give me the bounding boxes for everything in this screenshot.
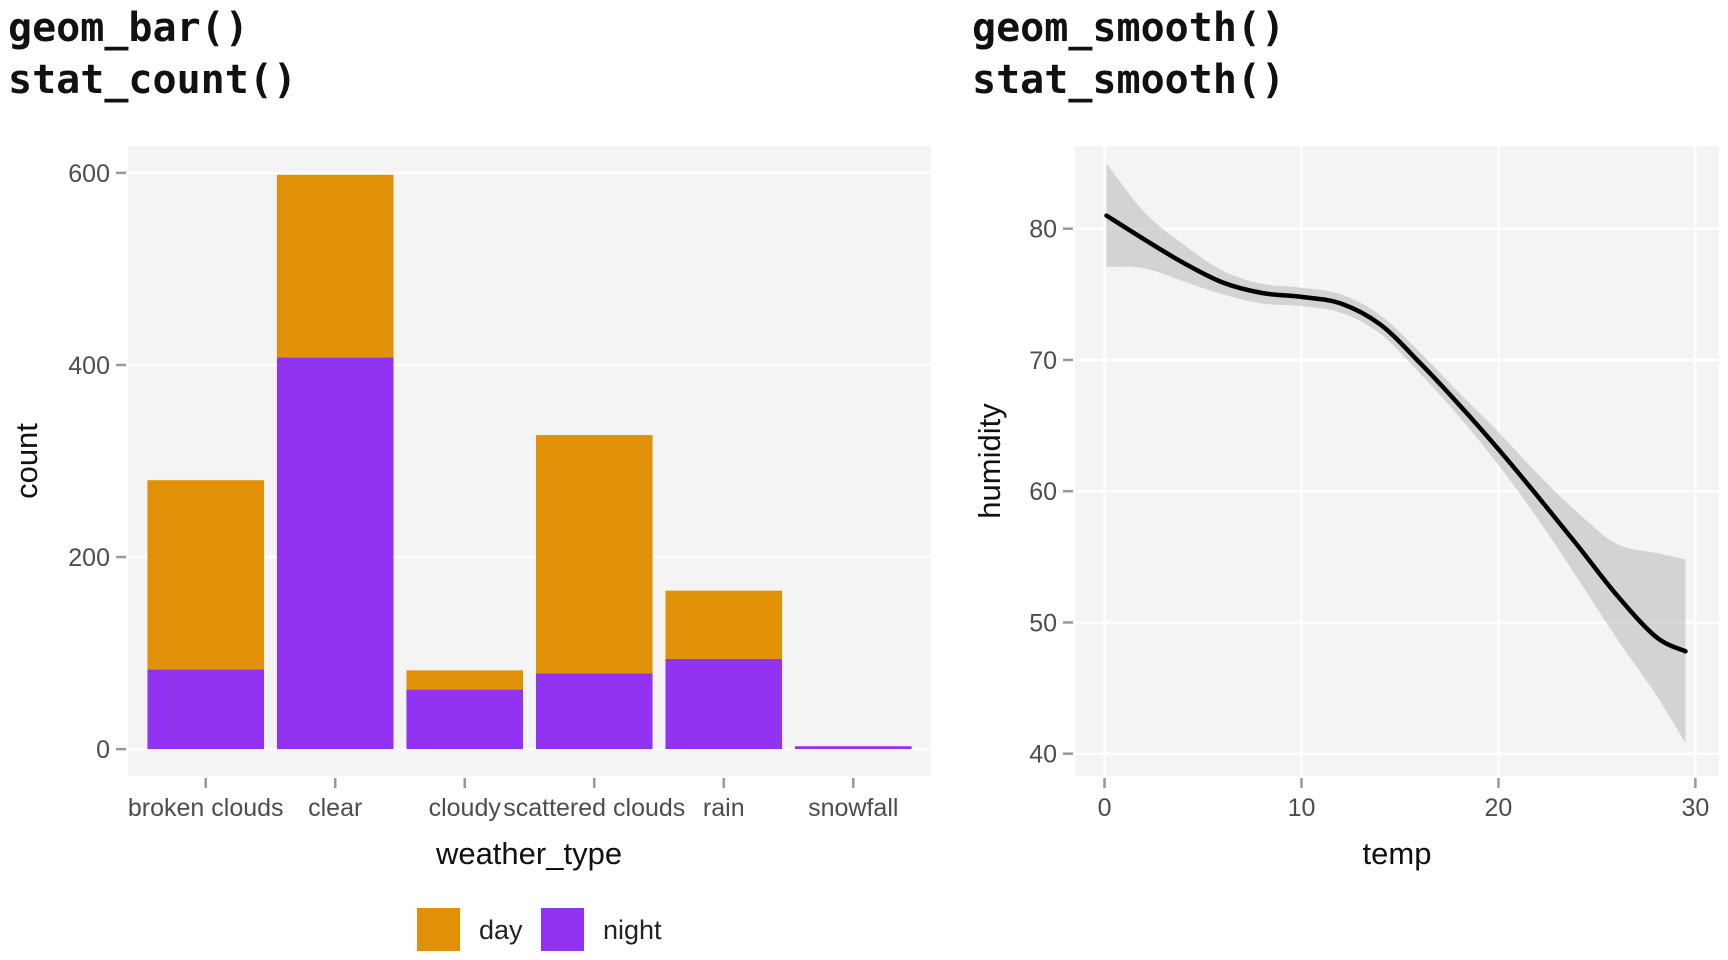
smooth-y-tick-label: 60 <box>1029 478 1057 506</box>
legend-key-night <box>541 908 584 951</box>
bar-chart-bars <box>147 174 912 750</box>
bar-segment-night <box>147 669 264 750</box>
bar-chart-title: geom_bar() stat_count() <box>8 2 297 106</box>
smooth-chart-title-line-2: stat_smooth() <box>972 57 1286 103</box>
smooth-y-tick-label: 40 <box>1029 741 1057 769</box>
smooth-chart-x-axis-title: temp <box>1363 836 1432 871</box>
bar-x-tick-label: cloudy <box>429 794 502 822</box>
bar-segment-night <box>406 689 524 750</box>
smooth-x-tick-label: 20 <box>1485 794 1513 822</box>
bar-x-tick-label: clear <box>308 794 362 822</box>
bar-chart-title-line-1: geom_bar() <box>8 5 249 51</box>
bar-segment-night <box>665 658 783 750</box>
smooth-y-tick-label: 50 <box>1029 609 1057 637</box>
bar-segment-day <box>406 670 524 690</box>
bar-segment-day <box>147 480 264 670</box>
smooth-chart-title: geom_smooth() stat_smooth() <box>972 2 1285 106</box>
smooth-x-tick-label: 10 <box>1288 794 1316 822</box>
bar-segment-day <box>535 435 653 674</box>
bar-segment-day <box>665 590 783 659</box>
bar-chart-legend: day night <box>417 908 662 951</box>
bar-segment-day <box>276 174 394 358</box>
legend-label-day: day <box>479 915 523 945</box>
bar-x-tick-label: scattered clouds <box>503 794 685 822</box>
smooth-x-tick-label: 30 <box>1681 794 1709 822</box>
legend-key-day <box>417 908 460 951</box>
smooth-chart-axes: 0 10 20 30 40 50 60 70 80 <box>1029 216 1709 822</box>
smooth-y-tick-label: 80 <box>1029 216 1057 244</box>
bar-chart-title-line-2: stat_count() <box>8 57 297 103</box>
bar-y-tick-label: 600 <box>68 160 110 188</box>
smooth-x-tick-label: 0 <box>1098 794 1112 822</box>
smooth-line <box>1104 213 1688 654</box>
bar-y-tick-label: 0 <box>96 736 110 764</box>
bar-y-tick-label: 200 <box>68 544 110 572</box>
bar-chart-y-axis-title: count <box>9 423 44 499</box>
legend-label-night: night <box>603 915 662 945</box>
bar-segment-night <box>276 357 394 750</box>
bar-y-tick-label: 400 <box>68 352 110 380</box>
smooth-chart-marks <box>1104 163 1688 744</box>
bar-x-tick-label: broken clouds <box>128 794 284 822</box>
bar-x-tick-label: snowfall <box>808 794 898 822</box>
smooth-chart-y-axis-title: humidity <box>972 403 1007 519</box>
bar-chart-axes: broken clouds clear cloudy scattered clouds… <box>68 160 898 822</box>
bar-chart-x-axis-title: weather_type <box>435 836 622 871</box>
bar-x-tick-label: rain <box>703 794 745 822</box>
smooth-y-tick-label: 70 <box>1029 347 1057 375</box>
bar-segment-night <box>535 673 653 750</box>
bar-segment-night <box>795 746 912 750</box>
smooth-chart-title-line-1: geom_smooth() <box>972 5 1286 51</box>
